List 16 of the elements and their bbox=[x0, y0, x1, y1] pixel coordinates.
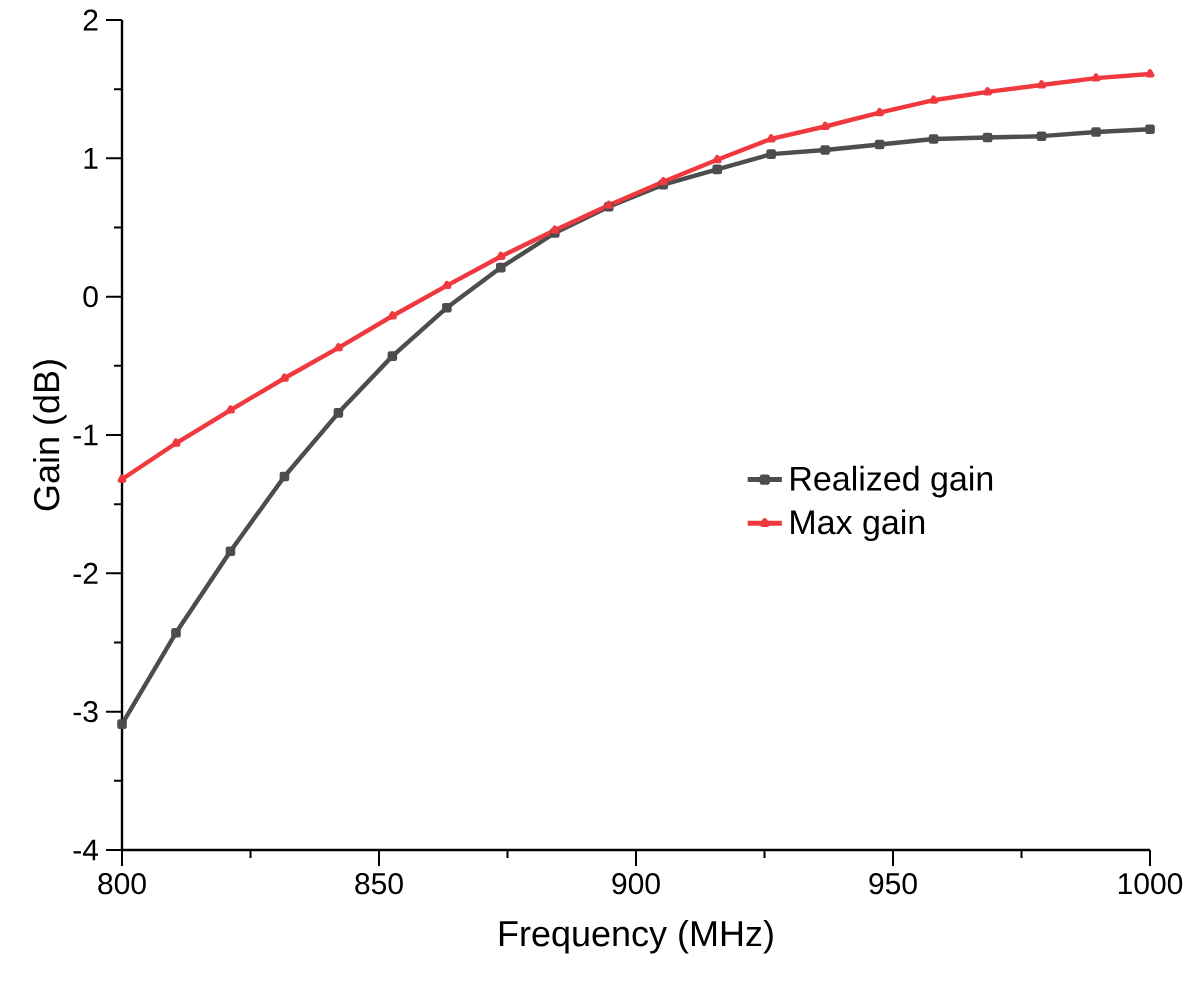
y-tick-label: 2 bbox=[83, 9, 98, 31]
x-tick-label: 950 bbox=[869, 873, 917, 895]
y-axis-title: Gain (dB) bbox=[32, 360, 67, 511]
y-tick-label: 0 bbox=[83, 286, 98, 308]
y-tick-label: -2 bbox=[73, 562, 98, 584]
y-tick-label: -1 bbox=[73, 424, 98, 446]
x-tick-label: 900 bbox=[612, 873, 660, 895]
x-axis-title: Frequency (MHz) bbox=[499, 920, 773, 954]
x-tick-label: 800 bbox=[98, 873, 146, 895]
legend-label: Realized gain bbox=[791, 465, 993, 498]
legend-label: Max gain bbox=[791, 509, 925, 542]
y-tick-label: 1 bbox=[84, 148, 98, 169]
y-tick-label: -4 bbox=[73, 839, 99, 861]
y-tick-label: -3 bbox=[73, 701, 98, 723]
x-tick-label: 1000 bbox=[1118, 873, 1183, 895]
x-tick-label: 850 bbox=[355, 873, 403, 895]
